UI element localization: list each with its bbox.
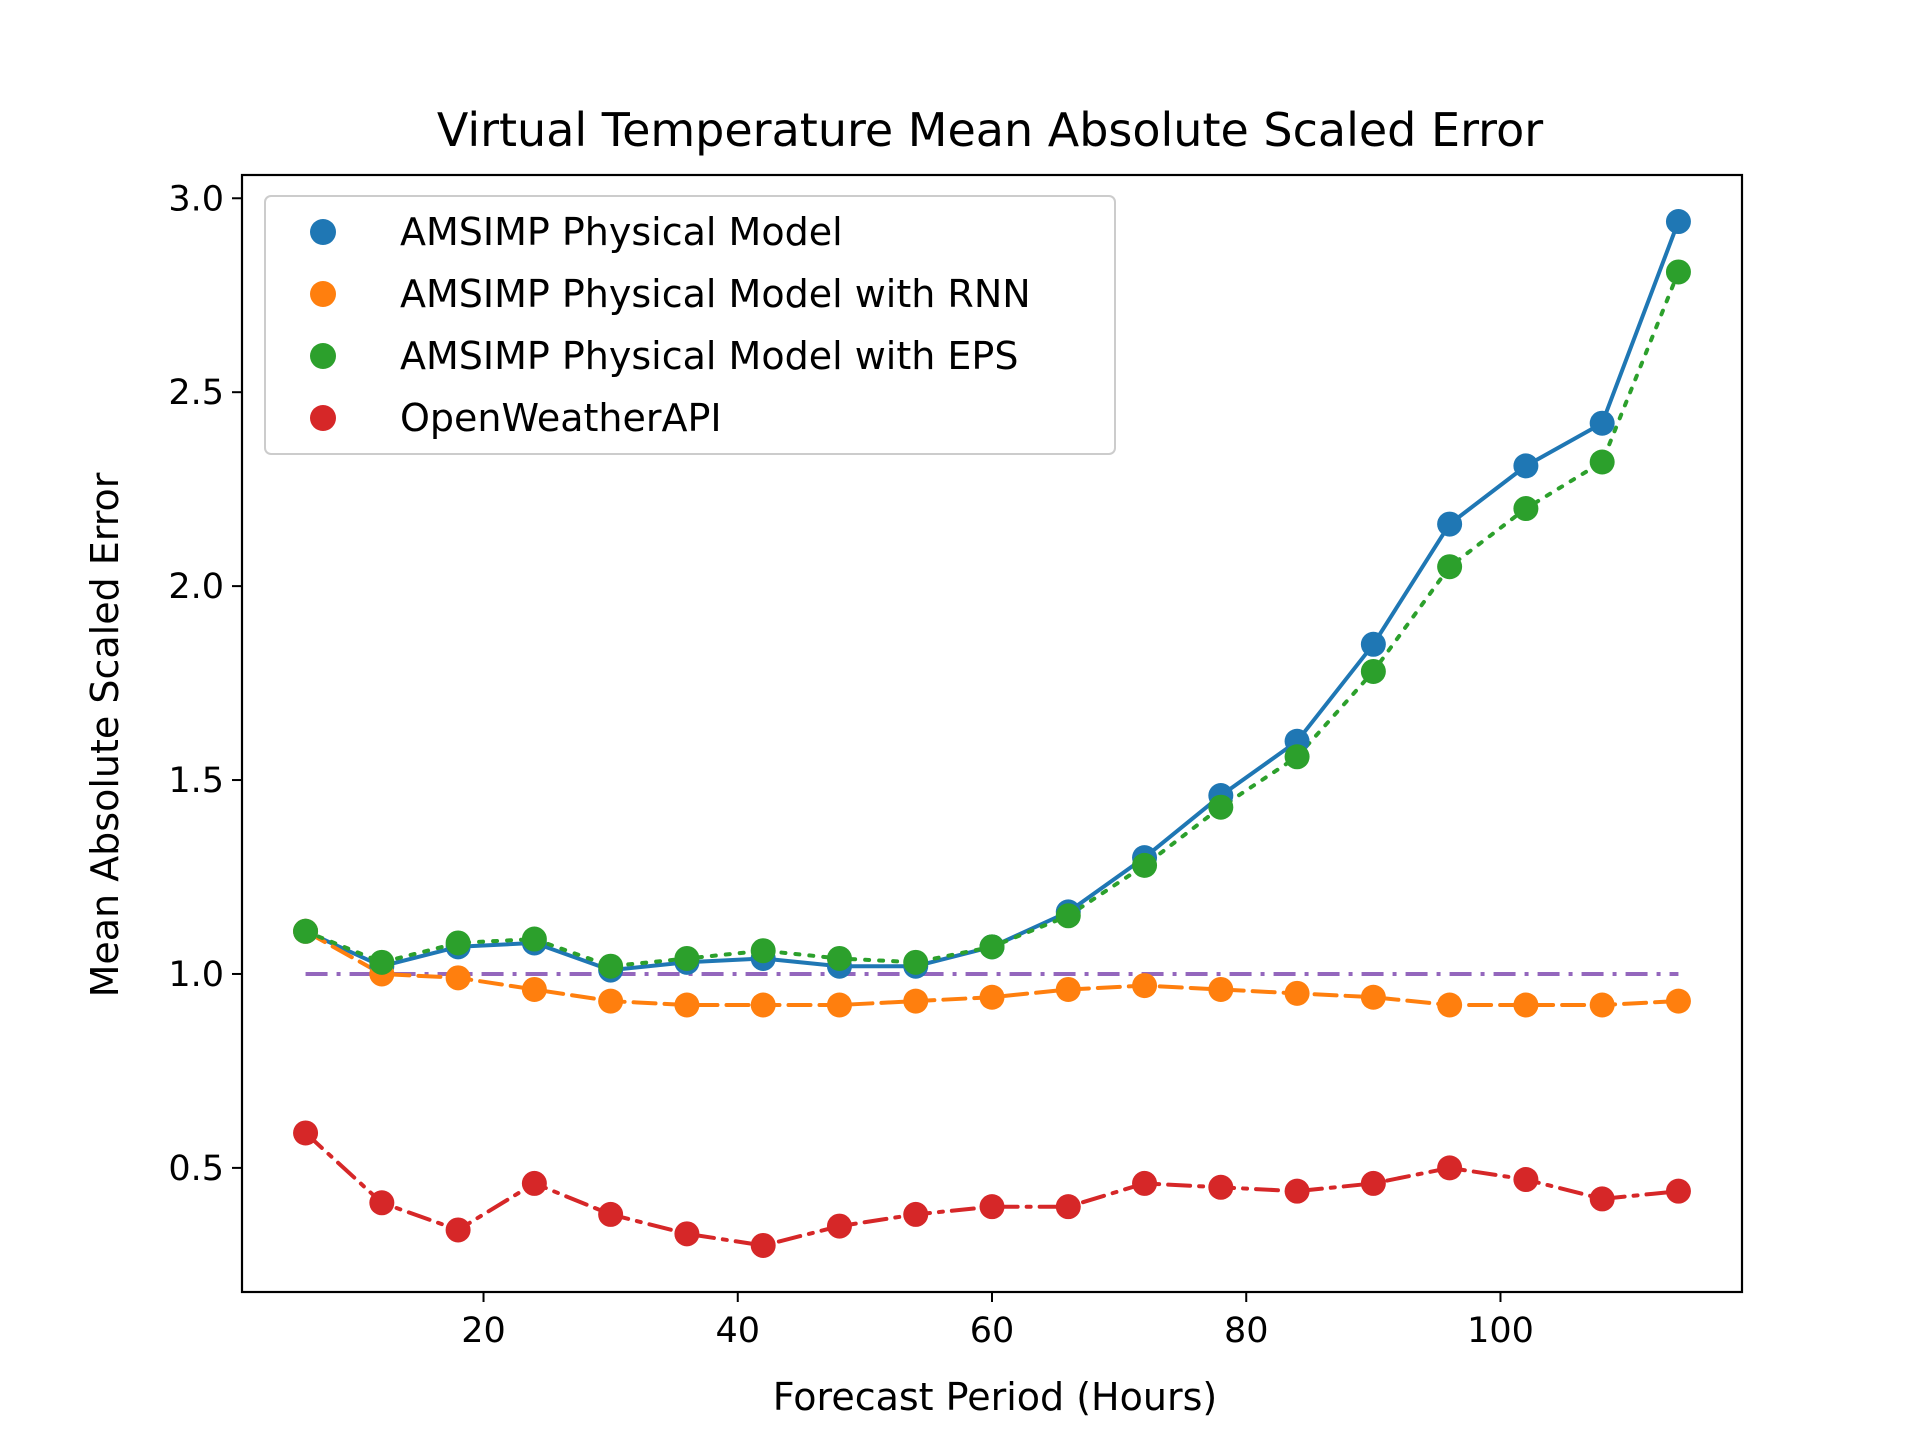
data-point xyxy=(1437,992,1463,1018)
y-tick-label: 0.5 xyxy=(168,1149,224,1189)
data-point xyxy=(674,1221,700,1247)
data-point xyxy=(521,976,547,1002)
data-point xyxy=(826,992,852,1018)
data-point xyxy=(1132,852,1158,878)
data-point xyxy=(1055,1194,1081,1220)
x-tick-label: 100 xyxy=(1467,1311,1534,1351)
data-point xyxy=(1208,794,1234,820)
data-point xyxy=(903,949,929,975)
data-point xyxy=(1513,496,1539,522)
data-point xyxy=(750,1232,776,1258)
x-tick-label: 60 xyxy=(970,1311,1015,1351)
data-point xyxy=(1437,554,1463,580)
data-point xyxy=(598,953,624,979)
series-line xyxy=(303,1131,1681,1248)
data-point xyxy=(1513,1167,1539,1193)
data-point xyxy=(1132,1170,1158,1196)
data-point xyxy=(1132,973,1158,999)
data-point xyxy=(826,945,852,971)
data-point xyxy=(1589,1186,1615,1212)
legend-marker xyxy=(310,343,336,369)
data-point xyxy=(979,984,1005,1010)
data-point xyxy=(1208,1174,1234,1200)
plot-area: 20 40 60 80 100 0.5 1.0 1.5 2.0 2.5 3.0 xyxy=(168,173,1744,1351)
data-point xyxy=(1589,992,1615,1018)
data-point xyxy=(674,992,700,1018)
legend-marker xyxy=(310,281,336,307)
data-point xyxy=(521,926,547,952)
data-point xyxy=(1360,658,1386,684)
data-point xyxy=(1437,511,1463,537)
data-point xyxy=(369,949,395,975)
data-point xyxy=(1665,1178,1691,1204)
data-point xyxy=(1437,1155,1463,1181)
data-point xyxy=(293,1120,319,1146)
x-tick-label: 80 xyxy=(1224,1311,1269,1351)
data-point xyxy=(1360,984,1386,1010)
legend-label: AMSIMP Physical Model with EPS xyxy=(400,334,1018,378)
data-point xyxy=(598,988,624,1014)
y-tick-label: 1.5 xyxy=(168,761,224,801)
data-point xyxy=(1284,980,1310,1006)
data-point xyxy=(1513,453,1539,479)
y-tick-label: 3.0 xyxy=(168,179,224,219)
y-axis-label: Mean Absolute Scaled Error xyxy=(83,472,127,997)
legend-marker xyxy=(310,219,336,245)
data-point xyxy=(1665,988,1691,1014)
data-point xyxy=(826,1213,852,1239)
data-point xyxy=(1284,744,1310,770)
data-point xyxy=(1665,259,1691,285)
data-point xyxy=(1208,976,1234,1002)
data-point xyxy=(750,938,776,964)
data-point xyxy=(1589,410,1615,436)
legend-label: AMSIMP Physical Model with RNN xyxy=(400,272,1031,316)
data-point xyxy=(1284,1178,1310,1204)
data-point xyxy=(1055,903,1081,929)
data-point xyxy=(750,992,776,1018)
data-point xyxy=(674,945,700,971)
data-point xyxy=(293,918,319,944)
data-point xyxy=(369,1190,395,1216)
legend-label: OpenWeatherAPI xyxy=(400,396,722,440)
y-tick-label: 2.5 xyxy=(168,373,224,413)
x-tick-label: 20 xyxy=(461,1311,506,1351)
data-point xyxy=(445,965,471,991)
data-point xyxy=(445,1217,471,1243)
data-point xyxy=(598,1201,624,1227)
data-point xyxy=(1513,992,1539,1018)
data-point xyxy=(1360,631,1386,657)
data-point xyxy=(903,988,929,1014)
data-point xyxy=(445,930,471,956)
data-point xyxy=(1665,209,1691,235)
y-tick-label: 2.0 xyxy=(168,567,224,607)
data-point xyxy=(979,1194,1005,1220)
data-point xyxy=(1055,976,1081,1002)
data-point xyxy=(1360,1170,1386,1196)
data-point xyxy=(903,1201,929,1227)
legend: AMSIMP Physical Model AMSIMP Physical Mod… xyxy=(264,195,1116,455)
x-axis-label: Forecast Period (Hours) xyxy=(773,1375,1217,1419)
legend-marker xyxy=(310,405,336,431)
chart-title: Virtual Temperature Mean Absolute Scaled… xyxy=(437,103,1543,157)
data-point xyxy=(521,1170,547,1196)
legend-label: AMSIMP Physical Model xyxy=(400,210,843,254)
y-tick-label: 1.0 xyxy=(168,955,224,995)
legend-box xyxy=(264,195,1116,455)
data-point xyxy=(979,934,1005,960)
data-point xyxy=(1589,449,1615,475)
x-tick-label: 40 xyxy=(715,1311,760,1351)
